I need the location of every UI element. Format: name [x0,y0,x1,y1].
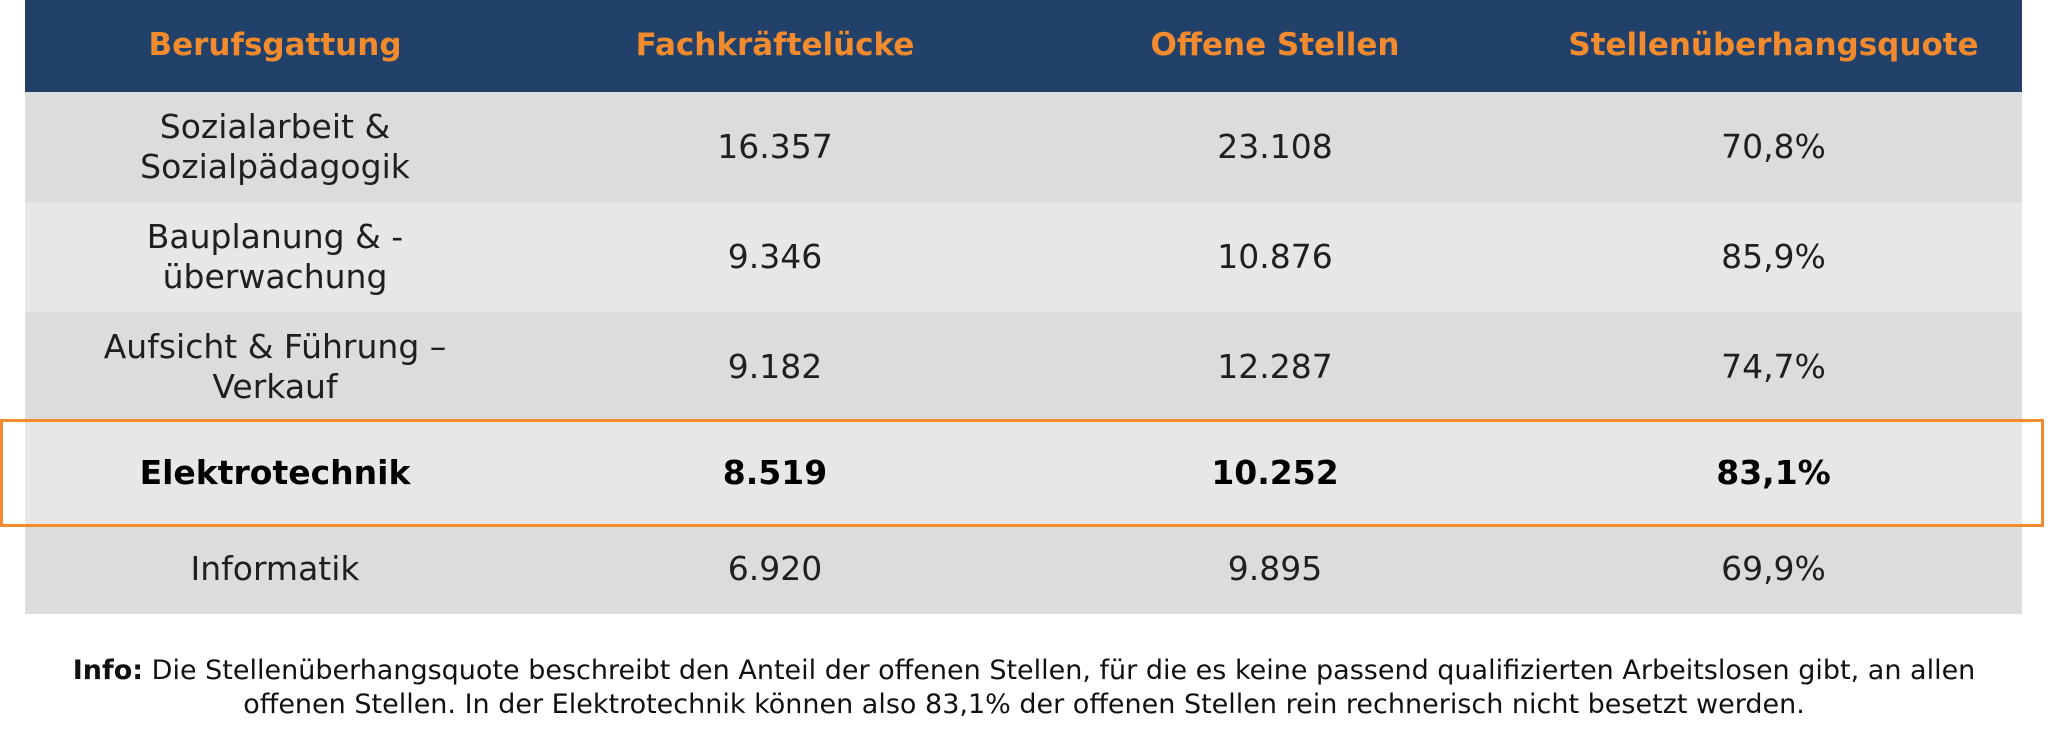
cell-offene-stellen: 23.108 [1217,126,1333,166]
data-table: Berufsgattung Fachkräftelücke Offene Ste… [25,0,2022,614]
cell-fachkraefteluecke: 9.346 [727,236,823,276]
cell-stellenueberhangsquote: 83,1% [1716,452,1831,492]
table-row-elektrotechnik-highlighted: Elektrotechnik 8.519 10.252 83,1% [25,422,2022,524]
info-label: Info: [72,655,144,686]
cell-offene-stellen: 10.252 [1211,452,1339,492]
table-row-aufsicht-fuehrung-verkauf: Aufsicht & Führung – Verkauf 9.182 12.28… [25,312,2022,422]
table-header-row: Berufsgattung Fachkräftelücke Offene Ste… [25,0,2022,92]
cell-stellenueberhangsquote: 69,9% [1721,548,1826,588]
column-header-fachkraefteluecke: Fachkräftelücke [635,27,915,64]
cell-fachkraefteluecke: 9.182 [727,346,823,386]
column-header-berufsgattung: Berufsgattung [148,27,402,64]
cell-berufsgattung: Aufsicht & Führung – Verkauf [25,327,525,408]
cell-stellenueberhangsquote: 70,8% [1721,126,1826,166]
cell-berufsgattung-line-1: Sozialarbeit & [159,106,391,146]
cell-offene-stellen: 12.287 [1217,346,1333,386]
cell-fachkraefteluecke: 16.357 [717,126,833,166]
cell-berufsgattung-line-1: Aufsicht & Führung – [103,326,447,366]
column-header-offene-stellen: Offene Stellen [1150,27,1400,64]
cell-fachkraefteluecke: 6.920 [727,548,823,588]
cell-berufsgattung: Bauplanung & - überwachung [25,217,525,298]
cell-berufsgattung-line-1: Bauplanung & - [146,216,404,256]
column-header-stellenueberhangsquote: Stellenüberhangsquote [1568,27,1979,64]
info-note: Info: Die Stellenüberhangsquote beschrei… [60,654,1988,722]
table-row-sozialarbeit: Sozialarbeit & Sozialpädagogik 16.357 23… [25,92,2022,202]
cell-berufsgattung-line-2: Sozialpädagogik [140,147,410,186]
cell-fachkraefteluecke: 8.519 [722,452,828,492]
cell-berufsgattung: Elektrotechnik [139,452,411,492]
cell-stellenueberhangsquote: 85,9% [1721,236,1826,276]
cell-berufsgattung: Informatik [190,548,360,588]
table-row-informatik: Informatik 6.920 9.895 69,9% [25,524,2022,614]
cell-berufsgattung: Sozialarbeit & Sozialpädagogik [25,107,525,188]
cell-berufsgattung-line-2: überwachung [162,257,388,296]
cell-stellenueberhangsquote: 74,7% [1721,346,1826,386]
table-row-bauplanung: Bauplanung & - überwachung 9.346 10.876 … [25,202,2022,312]
info-text: Die Stellenüberhangsquote beschreibt den… [151,655,1976,720]
cell-berufsgattung-line-2: Verkauf [212,367,338,406]
cell-offene-stellen: 9.895 [1227,548,1323,588]
cell-offene-stellen: 10.876 [1217,236,1333,276]
